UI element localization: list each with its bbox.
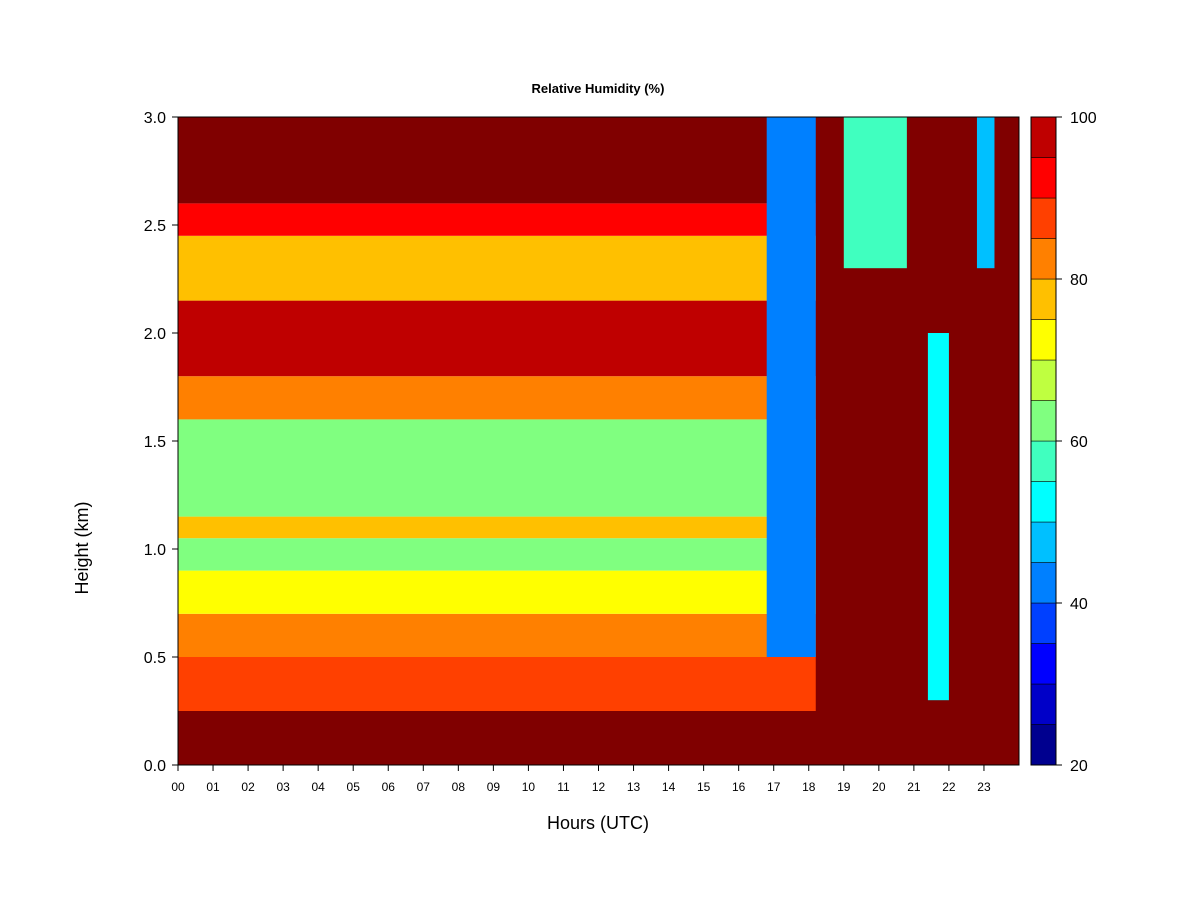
x-tick-label: 12 — [592, 780, 606, 794]
x-axis-label: Hours (UTC) — [547, 813, 649, 833]
dry-column-0 — [766, 117, 816, 657]
y-tick-label: 1.5 — [144, 434, 166, 451]
x-tick-label: 07 — [417, 780, 431, 794]
x-tick-label: 02 — [241, 780, 255, 794]
x-tick-label: 16 — [732, 780, 746, 794]
y-tick-label: 2.0 — [144, 326, 166, 343]
x-tick-label: 19 — [837, 780, 851, 794]
colorbar: 20 40 60 80 100 — [1030, 110, 1097, 775]
x-tick-label: 17 — [767, 780, 781, 794]
y-tick-label: 2.5 — [144, 218, 166, 235]
colorbar-swatch — [1030, 359, 1057, 401]
dry-column-1 — [843, 117, 907, 269]
x-tick-label: 04 — [311, 780, 325, 794]
colorbar-swatch — [1030, 643, 1057, 685]
x-tick-label: 21 — [907, 780, 921, 794]
x-tick-label: 13 — [627, 780, 641, 794]
x-tick-label: 22 — [942, 780, 956, 794]
colorbar-swatch — [1030, 197, 1057, 239]
x-tick-label: 01 — [206, 780, 220, 794]
chart-title: Relative Humidity (%) — [532, 81, 665, 96]
x-tick-label: 15 — [697, 780, 711, 794]
colorbar-swatch — [1030, 400, 1057, 442]
colorbar-swatch — [1030, 238, 1057, 280]
heatmap-plot-area — [178, 117, 1019, 765]
x-tick-label: 08 — [452, 780, 466, 794]
colorbar-swatch — [1030, 116, 1057, 158]
x-tick-label: 10 — [522, 780, 536, 794]
dry-column-2 — [927, 333, 949, 701]
colorbar-swatch — [1030, 724, 1057, 766]
x-tick-label: 06 — [382, 780, 396, 794]
colorbar-tick-label: 20 — [1070, 758, 1088, 775]
y-tick-label: 0.5 — [144, 650, 166, 667]
x-tick-label: 14 — [662, 780, 676, 794]
y-tick-label: 1.0 — [144, 542, 166, 559]
x-tick-label: 18 — [802, 780, 816, 794]
x-tick-label: 05 — [347, 780, 361, 794]
colorbar-swatch — [1030, 562, 1057, 604]
dry-column-3 — [976, 117, 995, 269]
colorbar-swatch — [1030, 319, 1057, 361]
x-tick-label: 11 — [557, 780, 570, 794]
colorbar-tick-label: 100 — [1070, 110, 1097, 127]
x-tick-label: 03 — [276, 780, 290, 794]
colorbar-swatch — [1030, 440, 1057, 482]
colorbar-tick-label: 40 — [1070, 596, 1088, 613]
x-tick-label: 23 — [977, 780, 991, 794]
x-tick-label: 09 — [487, 780, 501, 794]
y-axis-label: Height (km) — [72, 501, 92, 594]
x-tick-label: 20 — [872, 780, 886, 794]
x-tick-label: 00 — [171, 780, 185, 794]
colorbar-swatch — [1030, 278, 1057, 320]
y-tick-label: 0.0 — [144, 758, 166, 775]
colorbar-tick-label: 80 — [1070, 272, 1088, 289]
colorbar-swatch — [1030, 602, 1057, 644]
x-axis: 00 01 02 03 04 05 06 07 08 09 10 11 12 13 14 15 16 17 18 19… — [171, 765, 991, 794]
y-tick-label: 3.0 — [144, 110, 166, 127]
y-axis: 0.0 0.5 1.0 1.5 2.0 2.5 3.0 — [144, 110, 178, 775]
colorbar-tick-label: 60 — [1070, 434, 1088, 451]
colorbar-swatch — [1030, 521, 1057, 563]
colorbar-swatch — [1030, 481, 1057, 523]
colorbar-swatch — [1030, 683, 1057, 725]
colorbar-swatch — [1030, 157, 1057, 199]
